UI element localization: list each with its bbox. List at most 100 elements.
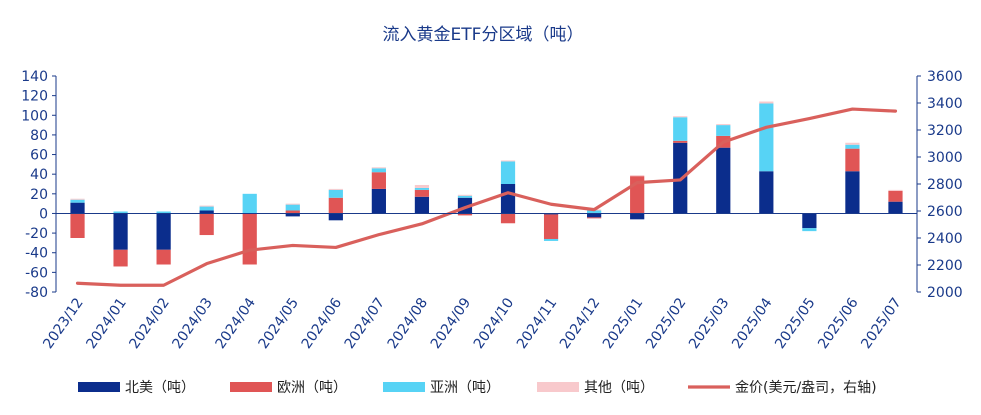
bar-other-2023-12 (70, 198, 85, 200)
bar-north-america-2025-05 (802, 213, 817, 229)
bar-europe-2024-02 (156, 249, 171, 265)
bar-other-2025-02 (673, 116, 688, 118)
legend-label: 北美（吨） (125, 380, 195, 396)
bar-asia-2025-02 (673, 117, 688, 141)
category-label: 2024/01 (83, 295, 129, 352)
right-axis-tick-label: 2800 (927, 177, 963, 193)
gold-price-line-layer (75, 107, 898, 287)
bar-other-2024-03 (199, 205, 214, 207)
bar-other-2025-04 (759, 101, 774, 104)
left-axis-tick-label: -60 (25, 265, 48, 281)
legend-label: 其他（吨） (584, 380, 654, 396)
bar-north-america-2024-07 (371, 188, 386, 214)
bar-north-america-2024-03 (199, 210, 214, 214)
category-label: 2024/05 (256, 295, 302, 352)
left-axis-tick-label: 20 (30, 187, 48, 203)
right-axis-tick-label: 2400 (927, 231, 963, 247)
bar-north-america-2024-10 (500, 184, 516, 214)
category-label: 2023/12 (40, 295, 86, 352)
bar-other-2024-07 (371, 167, 386, 169)
right-axis-tick-label: 3600 (927, 69, 963, 85)
bar-asia-2025-06 (845, 144, 860, 149)
bar-europe-2024-08 (414, 189, 430, 197)
bar-europe-2024-11 (543, 214, 559, 239)
bar-asia-2024-10 (500, 161, 516, 184)
bar-asia-2024-07 (371, 168, 386, 173)
category-label: 2024/03 (169, 295, 215, 352)
bar-europe-2023-12 (70, 213, 85, 238)
left-axis-tick-label: -20 (25, 226, 48, 242)
bar-north-america-2024-01 (113, 213, 128, 250)
bar-asia-2024-09 (457, 195, 473, 198)
legend: 北美（吨） 欧洲（吨） 亚洲（吨） 其他（吨） 金价(美元/盎司，右轴) (78, 380, 877, 396)
bar-asia-2025-04 (759, 103, 774, 172)
bar-north-america-2024-02 (156, 213, 171, 250)
left-axis-tick-label: 60 (30, 148, 48, 164)
bar-europe-2024-12 (587, 217, 602, 219)
category-label: 2024/07 (342, 295, 388, 352)
bar-asia-2025-05 (802, 228, 817, 232)
bar-europe-2024-07 (371, 172, 386, 189)
bar-north-america-2025-03 (716, 147, 731, 214)
bar-north-america-2025-06 (845, 171, 860, 214)
bar-europe-2024-03 (199, 213, 214, 236)
bar-other-2025-07 (888, 189, 903, 191)
right-axis-tick-label: 2000 (927, 285, 963, 301)
bar-north-america-2025-04 (759, 171, 774, 214)
bar-other-2024-05 (285, 203, 300, 205)
bar-asia-2024-05 (285, 204, 300, 211)
bar-europe-2025-07 (888, 190, 903, 202)
axes-layer: -80 -60 -40 -20 0 20 40 60 80 100 120 140 2000 2200 24… (21, 69, 962, 352)
legend-swatch-asia (383, 382, 425, 392)
right-axis-tick-label: 3200 (927, 123, 963, 139)
bar-asia-2024-01 (113, 211, 128, 214)
bar-asia-2023-12 (70, 199, 85, 203)
left-axis-tick-label: 100 (21, 108, 48, 124)
category-label: 2024/04 (213, 295, 260, 352)
bar-europe-2024-04 (242, 213, 257, 265)
bar-north-america-2025-07 (888, 201, 903, 214)
category-label: 2025/07 (858, 295, 904, 352)
category-label: 2024/12 (557, 295, 603, 352)
bar-europe-2024-01 (113, 249, 128, 267)
bar-asia-2024-11 (543, 238, 559, 241)
category-label: 2025/03 (686, 295, 732, 352)
bar-europe-2025-06 (845, 148, 860, 172)
bar-asia-2025-03 (716, 125, 731, 136)
legend-label: 金价(美元/盎司，右轴) (735, 380, 877, 396)
bar-other-2024-08 (414, 184, 430, 188)
bar-north-america-2023-12 (70, 202, 85, 214)
bar-other-2025-06 (845, 142, 860, 145)
bar-europe-2025-02 (673, 140, 688, 143)
category-label: 2024/09 (428, 295, 474, 352)
bar-europe-2024-09 (457, 213, 473, 216)
category-label: 2024/06 (299, 295, 346, 352)
left-axis-tick-label: -80 (25, 285, 48, 301)
bar-other-2024-06 (328, 188, 343, 190)
category-label: 2025/05 (772, 295, 818, 352)
bar-europe-2024-10 (500, 213, 516, 224)
bar-north-america-2024-05 (285, 213, 300, 217)
right-axis-tick-label: 2200 (927, 258, 963, 274)
legend-label: 亚洲（吨） (430, 380, 500, 396)
bar-asia-2024-06 (328, 189, 343, 198)
category-label: 2025/02 (643, 295, 689, 352)
bar-north-america-2025-01 (630, 213, 645, 220)
chart-title: 流入黄金ETF分区域（吨） (383, 25, 584, 45)
right-axis-tick-label: 3000 (927, 150, 963, 166)
left-axis-tick-label: 120 (21, 89, 48, 105)
legend-label: 欧洲（吨） (277, 380, 347, 396)
legend-swatch-europe (230, 382, 272, 392)
bar-north-america-2024-08 (414, 196, 430, 214)
category-label: 2024/11 (514, 295, 560, 352)
bar-asia-2024-08 (414, 187, 430, 190)
bar-europe-2024-06 (328, 197, 343, 214)
gold-price-line (75, 107, 898, 287)
right-axis-tick-label: 3400 (927, 96, 963, 112)
bar-asia-2024-12 (587, 210, 602, 214)
bar-europe-2024-05 (285, 210, 300, 214)
bar-other-2024-10 (500, 160, 516, 162)
legend-swatch-other (537, 382, 579, 392)
left-axis-tick-label: 140 (21, 69, 48, 85)
